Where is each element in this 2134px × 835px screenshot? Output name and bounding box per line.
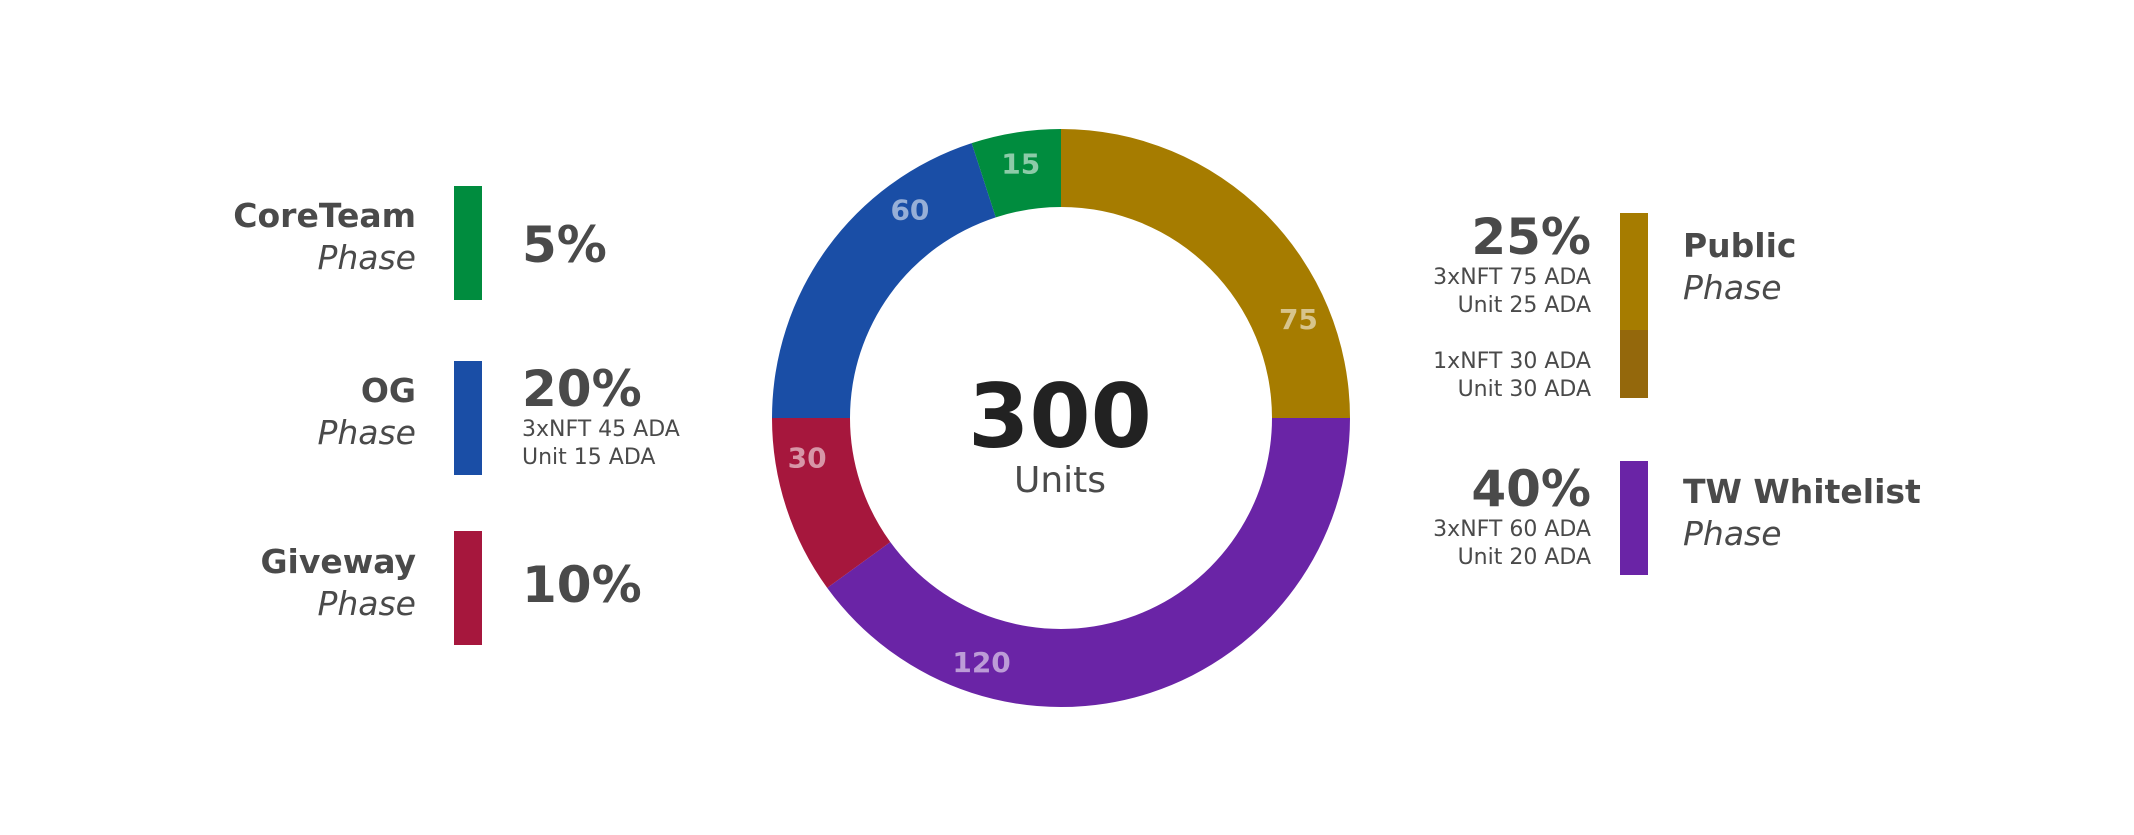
legend-og-percent: 20% [522, 360, 642, 418]
legend-public-bar-secondary [1620, 330, 1648, 398]
legend-coreteam-bar [454, 186, 482, 300]
legend-og-phase: Phase [317, 413, 416, 452]
legend-og-name: OG [360, 371, 416, 410]
donut-slice-og [772, 143, 996, 419]
donut-slice-tw-whitelist [827, 418, 1350, 707]
legend-tw-detail-2: Unit 20 ADA [1457, 545, 1591, 570]
legend-public-phase: Phase [1683, 268, 1782, 307]
legend-coreteam-percent: 5% [522, 216, 607, 274]
donut-value-label-og: 60 [890, 194, 929, 227]
total-value: 300 [968, 365, 1152, 468]
legend-tw-detail-1: 3xNFT 60 ADA [1433, 517, 1591, 542]
total-label: Units [1013, 460, 1107, 501]
donut-value-label-tw-whitelist: 120 [952, 646, 1010, 679]
legend-tw-phase: Phase [1683, 514, 1782, 553]
legend-public-name: Public [1683, 226, 1797, 265]
legend-giveway-bar [454, 531, 482, 645]
donut-value-label-public: 75 [1279, 303, 1318, 336]
legend-public-bar [1620, 213, 1648, 330]
donut-value-label-coreteam: 15 [1001, 148, 1040, 181]
legend-tw-bar [1620, 461, 1648, 575]
legend-public-detail-4: Unit 30 ADA [1457, 377, 1591, 402]
legend-coreteam-phase: Phase [317, 238, 416, 277]
legend-coreteam-name: CoreTeam [233, 196, 416, 235]
legend-tw-name: TW Whitelist [1683, 472, 1921, 511]
legend-og-bar [454, 361, 482, 475]
donut-slice-coreteam [971, 129, 1061, 218]
donut-value-label-giveway: 30 [788, 442, 827, 475]
legend-og-detail-2: Unit 15 ADA [522, 445, 656, 470]
legend-giveway-name: Giveway [260, 542, 416, 581]
legend-public-detail-1: 3xNFT 75 ADA [1433, 265, 1591, 290]
legend-tw-percent: 40% [1471, 460, 1591, 518]
legend-og-detail-1: 3xNFT 45 ADA [522, 417, 680, 442]
legend-public-detail-3: 1xNFT 30 ADA [1433, 349, 1591, 374]
donut-slice-giveway [772, 418, 891, 588]
legend-public-detail-2: Unit 25 ADA [1457, 293, 1591, 318]
legend-giveway-percent: 10% [522, 556, 642, 614]
donut-slice-public [1061, 129, 1350, 418]
legend-public-percent: 25% [1471, 208, 1591, 266]
legend-giveway-phase: Phase [317, 584, 416, 623]
